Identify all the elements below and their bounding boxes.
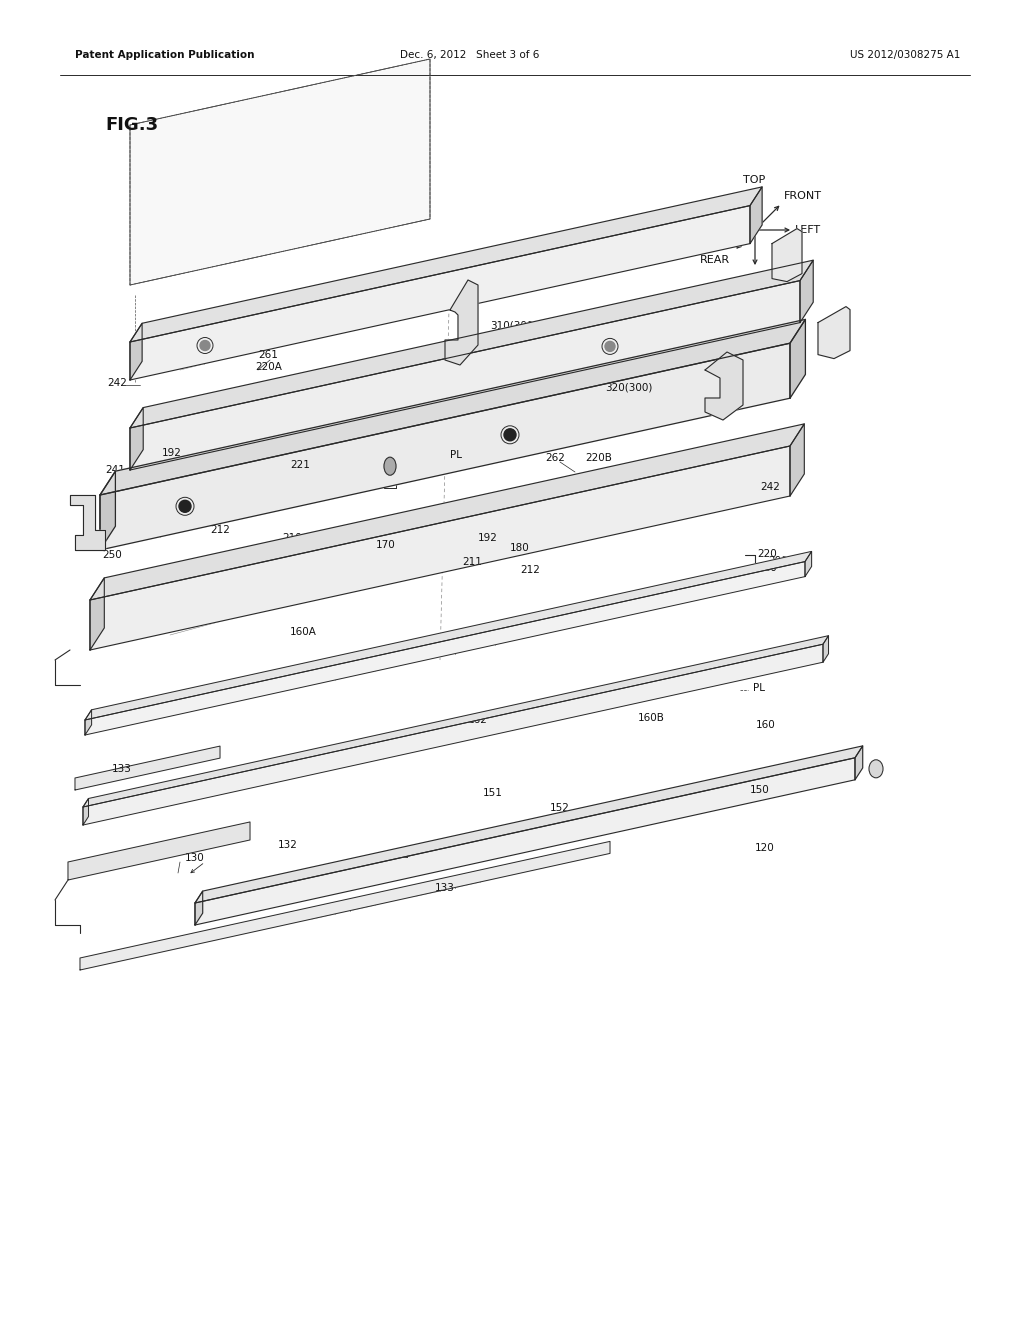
Text: FRONT: FRONT bbox=[783, 191, 821, 202]
Polygon shape bbox=[100, 343, 790, 550]
Text: 221: 221 bbox=[290, 459, 310, 470]
Polygon shape bbox=[130, 281, 800, 470]
Polygon shape bbox=[90, 424, 804, 601]
Polygon shape bbox=[90, 446, 790, 649]
Text: 242: 242 bbox=[760, 482, 780, 492]
Polygon shape bbox=[85, 552, 812, 719]
Text: PL: PL bbox=[450, 450, 462, 459]
Polygon shape bbox=[445, 280, 478, 366]
Text: 160A: 160A bbox=[290, 627, 316, 638]
Text: 131: 131 bbox=[390, 850, 410, 861]
Text: Patent Application Publication: Patent Application Publication bbox=[75, 50, 255, 59]
Text: PL: PL bbox=[753, 682, 765, 693]
Polygon shape bbox=[80, 841, 610, 970]
Text: 220: 220 bbox=[757, 549, 777, 558]
Text: 133: 133 bbox=[112, 764, 132, 774]
Polygon shape bbox=[83, 636, 828, 807]
Text: 160B: 160B bbox=[638, 713, 665, 723]
Text: 200: 200 bbox=[768, 556, 787, 566]
Polygon shape bbox=[90, 578, 104, 649]
Polygon shape bbox=[855, 746, 862, 780]
Text: RIGHT: RIGHT bbox=[680, 224, 715, 235]
Circle shape bbox=[179, 500, 191, 512]
Polygon shape bbox=[68, 822, 250, 880]
Ellipse shape bbox=[384, 457, 396, 475]
Text: 212: 212 bbox=[210, 525, 229, 535]
Polygon shape bbox=[130, 323, 142, 380]
Text: 152: 152 bbox=[550, 803, 570, 813]
Text: 160: 160 bbox=[756, 719, 776, 730]
Polygon shape bbox=[195, 746, 862, 903]
Text: 180: 180 bbox=[198, 455, 218, 465]
Text: 220A: 220A bbox=[255, 362, 282, 372]
Polygon shape bbox=[195, 758, 855, 925]
Text: BOTTOM: BOTTOM bbox=[735, 279, 782, 288]
Text: 192: 192 bbox=[478, 533, 498, 543]
Text: 210: 210 bbox=[757, 564, 777, 573]
Text: 261: 261 bbox=[258, 350, 278, 360]
Polygon shape bbox=[83, 799, 88, 825]
Text: 320(300): 320(300) bbox=[605, 381, 652, 392]
Text: FIG.3: FIG.3 bbox=[105, 116, 158, 135]
Ellipse shape bbox=[869, 760, 883, 777]
Polygon shape bbox=[100, 471, 116, 550]
Text: Dec. 6, 2012   Sheet 3 of 6: Dec. 6, 2012 Sheet 3 of 6 bbox=[400, 50, 540, 59]
Text: 120: 120 bbox=[755, 843, 775, 853]
Polygon shape bbox=[130, 187, 762, 342]
Polygon shape bbox=[130, 59, 430, 285]
Polygon shape bbox=[823, 636, 828, 663]
Polygon shape bbox=[83, 644, 823, 825]
Text: 220B: 220B bbox=[585, 453, 612, 463]
Polygon shape bbox=[130, 408, 143, 470]
Polygon shape bbox=[70, 495, 105, 550]
Text: 170: 170 bbox=[376, 540, 395, 550]
Polygon shape bbox=[195, 891, 203, 925]
Text: 150: 150 bbox=[750, 785, 770, 795]
Polygon shape bbox=[130, 260, 813, 428]
Polygon shape bbox=[85, 710, 91, 735]
Text: 130: 130 bbox=[185, 853, 205, 863]
Text: 242: 242 bbox=[106, 378, 127, 388]
Polygon shape bbox=[705, 352, 743, 420]
Polygon shape bbox=[800, 260, 813, 322]
Text: 151: 151 bbox=[483, 788, 503, 799]
Text: TOP: TOP bbox=[743, 176, 765, 185]
Circle shape bbox=[605, 342, 615, 351]
Text: US 2012/0308275 A1: US 2012/0308275 A1 bbox=[850, 50, 961, 59]
Polygon shape bbox=[805, 552, 812, 577]
Text: 211: 211 bbox=[462, 557, 482, 568]
Text: 241: 241 bbox=[105, 465, 125, 475]
Text: 133: 133 bbox=[435, 883, 455, 894]
Polygon shape bbox=[75, 746, 220, 789]
Circle shape bbox=[504, 429, 516, 441]
Text: 132: 132 bbox=[278, 840, 298, 850]
Text: REAR: REAR bbox=[700, 255, 730, 265]
Text: 162: 162 bbox=[468, 715, 487, 725]
Text: 262: 262 bbox=[545, 453, 565, 463]
Polygon shape bbox=[750, 187, 762, 244]
Text: 191: 191 bbox=[355, 525, 375, 535]
Text: 210A: 210A bbox=[282, 533, 309, 543]
Circle shape bbox=[200, 341, 210, 351]
Text: 180: 180 bbox=[510, 543, 529, 553]
Polygon shape bbox=[85, 561, 805, 735]
Text: 212: 212 bbox=[520, 565, 540, 576]
Text: 250: 250 bbox=[102, 550, 122, 560]
Text: 192: 192 bbox=[162, 447, 182, 458]
Text: 310(300): 310(300) bbox=[490, 319, 538, 330]
Polygon shape bbox=[818, 306, 850, 359]
Text: LEFT: LEFT bbox=[795, 224, 821, 235]
Polygon shape bbox=[100, 319, 806, 495]
Polygon shape bbox=[130, 206, 750, 380]
Polygon shape bbox=[790, 424, 804, 496]
Polygon shape bbox=[772, 228, 802, 281]
Polygon shape bbox=[790, 319, 806, 399]
